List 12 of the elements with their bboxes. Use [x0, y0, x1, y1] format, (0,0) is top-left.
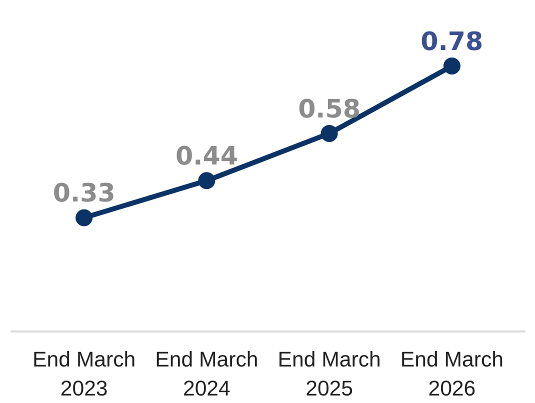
x-tick-label: End March 2023 — [32, 348, 136, 400]
point — [320, 124, 338, 142]
point — [443, 58, 460, 74]
data-label: 0.44 — [175, 140, 238, 171]
data-label: 0.33 — [52, 178, 116, 208]
data-label: 0.78 — [420, 26, 484, 56]
data-label: 0.58 — [298, 93, 361, 124]
point — [76, 209, 93, 226]
x-tick-label: End March 2026 — [400, 348, 504, 400]
x-tick-label: End March 2025 — [278, 348, 381, 400]
x-tick-label: End March 2024 — [155, 348, 258, 400]
point — [198, 172, 216, 190]
